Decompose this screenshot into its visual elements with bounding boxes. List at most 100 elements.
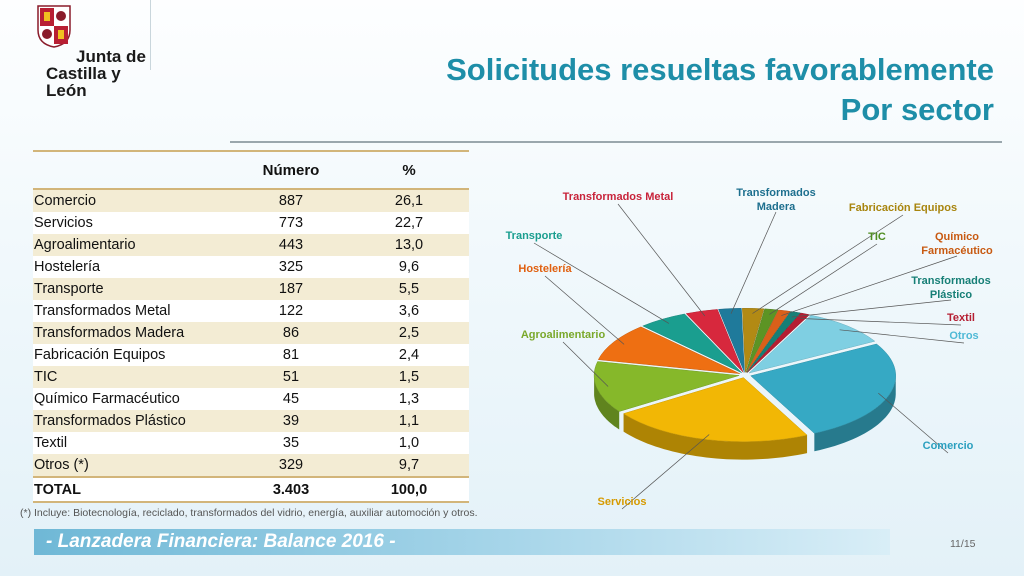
leader-line	[791, 299, 952, 318]
cell-sector: Otros (*)	[33, 454, 233, 477]
leader-line	[617, 203, 706, 317]
pie-slice-side	[594, 375, 620, 430]
footer-banner: - Lanzadera Financiera: Balance 2016 -	[34, 529, 890, 555]
cell-sector: Comercio	[33, 189, 233, 212]
cell-sector: Transformados Plástico	[33, 410, 233, 432]
pie-label-quimico-farmaceutico: Químico Farmacéutico	[921, 231, 993, 257]
cell-sector: Fabricación Equipos	[33, 344, 233, 366]
table-row: Agroalimentario 443 13,0	[33, 234, 469, 256]
pie-label-servicios: Servicios	[598, 496, 647, 508]
pie-label-otros: Otros	[949, 330, 978, 342]
leader-line	[544, 275, 625, 345]
pie-label-agroalimentario: Agroalimentario	[521, 329, 606, 341]
banner-text: - Lanzadera Financiera: Balance 2016 -	[46, 531, 396, 552]
pie-slice-top	[748, 314, 876, 374]
cell-sector: Transformados Madera	[33, 322, 233, 344]
leader-line	[839, 329, 965, 344]
pie-slice-transformados-metal	[685, 309, 744, 373]
cell-sector: Transporte	[33, 278, 233, 300]
pie-slice-top	[597, 326, 740, 374]
pie-label-transformados-madera: Transformados Madera	[736, 187, 815, 213]
pie-slice-side	[623, 413, 808, 460]
table-row: Fabricación Equipos 81 2,4	[33, 344, 469, 366]
header-percent: %	[349, 150, 469, 190]
pie-label-comercio: Comercio	[923, 440, 974, 452]
cell-number: 443	[233, 234, 349, 256]
header-sector	[33, 150, 233, 190]
table-row: Químico Farmacéutico 45 1,3	[33, 388, 469, 410]
title-line1: Solicitudes resueltas favorablemente	[446, 52, 994, 87]
cell-percent: 22,7	[349, 212, 469, 234]
coat-of-arms-icon	[37, 5, 71, 48]
table-total-row: TOTAL 3.403 100,0	[33, 476, 469, 503]
pie-slice-fabricacion-equipos	[742, 308, 765, 373]
cell-percent: 9,7	[349, 454, 469, 477]
pie-slice-top	[746, 311, 801, 373]
total-number: 3.403	[233, 476, 349, 503]
cell-sector: Hostelería	[33, 256, 233, 278]
table-row: Hostelería 325 9,6	[33, 256, 469, 278]
cell-sector: Textil	[33, 432, 233, 454]
cell-sector: TIC	[33, 366, 233, 388]
title-rule	[230, 141, 1002, 143]
cell-number: 35	[233, 432, 349, 454]
leader-line	[533, 242, 670, 324]
cell-number: 187	[233, 278, 349, 300]
cell-sector: Agroalimentario	[33, 234, 233, 256]
table-row: Textil 35 1,0	[33, 432, 469, 454]
pie-slice-tic	[745, 308, 779, 373]
pie-label-transformados-plastico: Transformados Plástico	[911, 275, 990, 301]
cell-number: 51	[233, 366, 349, 388]
pie-slice-hosteleria	[597, 326, 740, 374]
cell-percent: 1,0	[349, 432, 469, 454]
total-percent: 100,0	[349, 476, 469, 503]
cell-sector: Transformados Metal	[33, 300, 233, 322]
pie-slice-side	[814, 376, 896, 452]
leader-line	[878, 392, 949, 454]
pie-slice-top	[593, 361, 740, 412]
table-row: Transformados Madera 86 2,5	[33, 322, 469, 344]
cell-number: 325	[233, 256, 349, 278]
cell-percent: 2,5	[349, 322, 469, 344]
leader-line	[562, 341, 609, 387]
table-row: Transporte 187 5,5	[33, 278, 469, 300]
leader-line	[730, 211, 777, 314]
pie-slice-top	[742, 308, 765, 373]
cell-percent: 3,6	[349, 300, 469, 322]
pie-slice-top	[718, 308, 745, 373]
cell-percent: 1,1	[349, 410, 469, 432]
pie-slice-comercio	[750, 343, 896, 452]
leader-line	[781, 255, 958, 316]
cell-percent: 5,5	[349, 278, 469, 300]
cell-number: 773	[233, 212, 349, 234]
cell-percent: 2,4	[349, 344, 469, 366]
page-title: Solicitudes resueltas favorablemente Por…	[446, 50, 994, 130]
pie-slice-top	[747, 312, 811, 373]
table-header: Número %	[33, 150, 469, 190]
brand-line1: Junta de	[76, 47, 146, 66]
pie-slice-top	[622, 377, 808, 442]
pie-slice-quimico-farmaceutico	[746, 309, 791, 373]
cell-number: 39	[233, 410, 349, 432]
pie-slices	[593, 308, 896, 460]
pie-slice-top	[750, 343, 896, 434]
cell-number: 81	[233, 344, 349, 366]
cell-percent: 9,6	[349, 256, 469, 278]
footnote: (*) Incluye: Biotecnología, reciclado, t…	[20, 507, 478, 519]
cell-number: 45	[233, 388, 349, 410]
table-row: Servicios 773 22,7	[33, 212, 469, 234]
leader-line	[769, 243, 878, 315]
pie-slice-transformados-plastico	[746, 311, 801, 373]
header-number: Número	[233, 150, 349, 190]
page-number: 11/15	[950, 538, 976, 550]
table-row: Transformados Metal 122 3,6	[33, 300, 469, 322]
pie-label-hosteleria: Hostelería	[518, 263, 572, 275]
cell-number: 86	[233, 322, 349, 344]
pie-slice-servicios	[622, 377, 808, 460]
logo: Junta de Castilla y León	[18, 4, 158, 99]
brand-line2: Castilla y León	[46, 64, 121, 100]
leader-line	[621, 434, 710, 510]
leader-line	[752, 214, 904, 314]
pie-slice-transformados-madera	[718, 308, 745, 373]
pie-label-fabricacion-equipos: Fabricación Equipos	[849, 202, 957, 214]
